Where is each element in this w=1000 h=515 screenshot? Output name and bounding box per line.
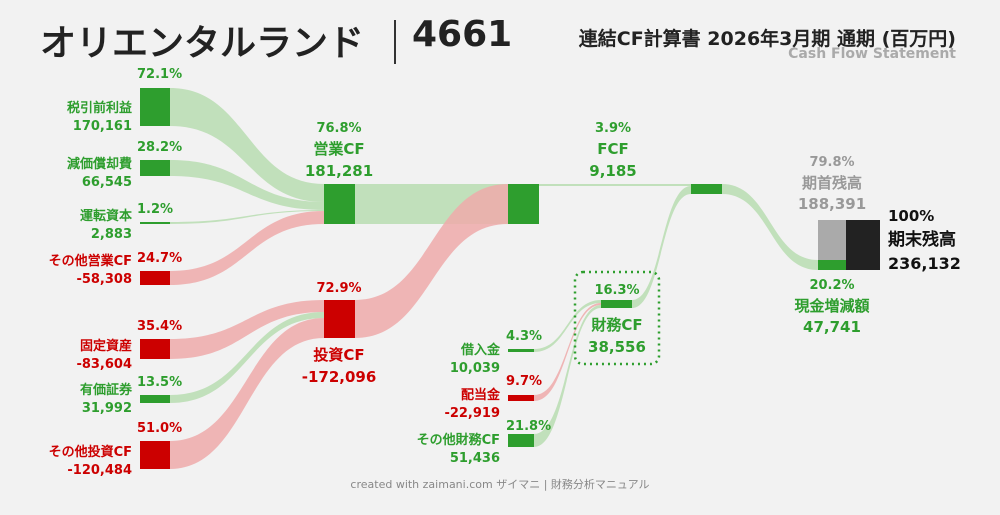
pretax-label: 税引前利益 bbox=[67, 100, 132, 116]
increase-pct: 20.2% bbox=[809, 278, 854, 293]
bar-increase bbox=[818, 260, 846, 270]
finother-value: 51,436 bbox=[450, 451, 500, 466]
begin-pct: 79.8% bbox=[809, 155, 854, 170]
bar-div bbox=[508, 395, 534, 401]
bar-invother bbox=[140, 441, 170, 469]
link-finother-fincf bbox=[534, 305, 601, 447]
sec-value: 31,992 bbox=[82, 401, 132, 416]
opother-value: -58,308 bbox=[76, 272, 132, 287]
borrow-label: 借入金 bbox=[460, 342, 501, 358]
borrow-pct: 4.3% bbox=[506, 329, 542, 344]
pretax-value: 170,161 bbox=[73, 119, 132, 134]
fincf-pct: 16.3% bbox=[594, 283, 639, 298]
opcf-pct: 76.8% bbox=[316, 121, 361, 136]
increase-value: 47,741 bbox=[803, 318, 861, 336]
fincf-value: 38,556 bbox=[588, 338, 646, 356]
bar-increase-mid bbox=[691, 184, 722, 194]
bar-invcf bbox=[324, 300, 355, 338]
fixed-label: 固定資産 bbox=[80, 338, 132, 354]
div-pct: 9.7% bbox=[506, 374, 542, 389]
dep-value: 66,545 bbox=[82, 175, 132, 190]
opcf-label: 営業CF bbox=[313, 140, 364, 158]
fcf-label: FCF bbox=[597, 140, 629, 158]
link-invother-invcf bbox=[170, 318, 324, 469]
fcf-pct: 3.9% bbox=[595, 121, 631, 136]
link-increase-end bbox=[722, 184, 818, 270]
statement-subtitle: Cash Flow Statement bbox=[788, 46, 956, 62]
end-pct: 100% bbox=[888, 207, 934, 225]
div-value: -22,919 bbox=[444, 406, 500, 421]
link-opother-opcf bbox=[170, 211, 324, 285]
sec-pct: 13.5% bbox=[137, 375, 182, 390]
invcf-value: -172,096 bbox=[302, 368, 377, 386]
bar-sec bbox=[140, 395, 170, 403]
fixed-value: -83,604 bbox=[76, 357, 132, 372]
opother-label: その他営業CF bbox=[49, 253, 132, 269]
company-name: オリエンタルランド bbox=[40, 23, 365, 64]
opother-pct: 24.7% bbox=[137, 251, 182, 266]
opcf-value: 181,281 bbox=[305, 162, 373, 180]
link-pretax-opcf bbox=[170, 88, 324, 202]
bar-wc bbox=[140, 222, 170, 224]
dep-label: 減価償却費 bbox=[67, 156, 132, 172]
footer-credit: created with zaimani.com ザイマニ | 財務分析マニュア… bbox=[350, 478, 650, 491]
wc-label: 運転資本 bbox=[80, 208, 132, 224]
fixed-pct: 35.4% bbox=[137, 319, 182, 334]
invother-label: その他投資CF bbox=[49, 444, 132, 460]
end-value: 236,132 bbox=[888, 254, 961, 273]
bar-borrow bbox=[508, 349, 534, 352]
link-fcf-increase bbox=[539, 184, 691, 186]
link-div-fincf bbox=[534, 303, 601, 401]
bar-fixed bbox=[140, 339, 170, 359]
finother-pct: 21.8% bbox=[506, 419, 551, 434]
begin-value: 188,391 bbox=[798, 195, 866, 213]
bar-begin bbox=[818, 220, 846, 260]
wc-value: 2,883 bbox=[91, 227, 132, 242]
wc-pct: 1.2% bbox=[137, 202, 173, 217]
link-invcf-fcf bbox=[355, 184, 508, 338]
invother-value: -120,484 bbox=[67, 463, 132, 478]
link-wc-opcf bbox=[170, 210, 324, 224]
begin-label: 期首残高 bbox=[802, 174, 862, 192]
bar-dep bbox=[140, 160, 170, 176]
increase-label: 現金増減額 bbox=[794, 297, 869, 315]
invother-pct: 51.0% bbox=[137, 421, 182, 436]
link-fixed-invcf bbox=[170, 300, 324, 359]
sec-label: 有価証券 bbox=[80, 382, 133, 398]
div-label: 配当金 bbox=[461, 387, 501, 403]
dep-pct: 28.2% bbox=[137, 140, 182, 155]
link-borrow-fincf bbox=[534, 300, 601, 352]
finother-label: その他財務CF bbox=[417, 432, 500, 448]
bar-opother bbox=[140, 271, 170, 285]
bar-fincf bbox=[601, 300, 632, 308]
fincf-label: 財務CF bbox=[590, 316, 642, 334]
statement-title: 連結CF計算書 2026年3月期 通期 (百万円) bbox=[578, 28, 956, 50]
fcf-value: 9,185 bbox=[589, 162, 636, 180]
link-dep-opcf bbox=[170, 160, 324, 210]
title-separator bbox=[394, 20, 396, 64]
bar-pretax bbox=[140, 88, 170, 126]
bar-end bbox=[846, 220, 880, 270]
link-sec-invcf bbox=[170, 312, 324, 403]
stock-code: 4661 bbox=[412, 14, 513, 55]
pretax-pct: 72.1% bbox=[137, 67, 182, 82]
link-fincf-increase bbox=[632, 186, 691, 308]
invcf-label: 投資CF bbox=[313, 346, 364, 364]
bar-opcf bbox=[324, 184, 355, 224]
bar-fcf bbox=[508, 184, 539, 224]
bar-finother bbox=[508, 434, 534, 447]
end-label: 期末残高 bbox=[888, 229, 956, 250]
borrow-value: 10,039 bbox=[450, 361, 500, 376]
invcf-pct: 72.9% bbox=[316, 281, 361, 296]
